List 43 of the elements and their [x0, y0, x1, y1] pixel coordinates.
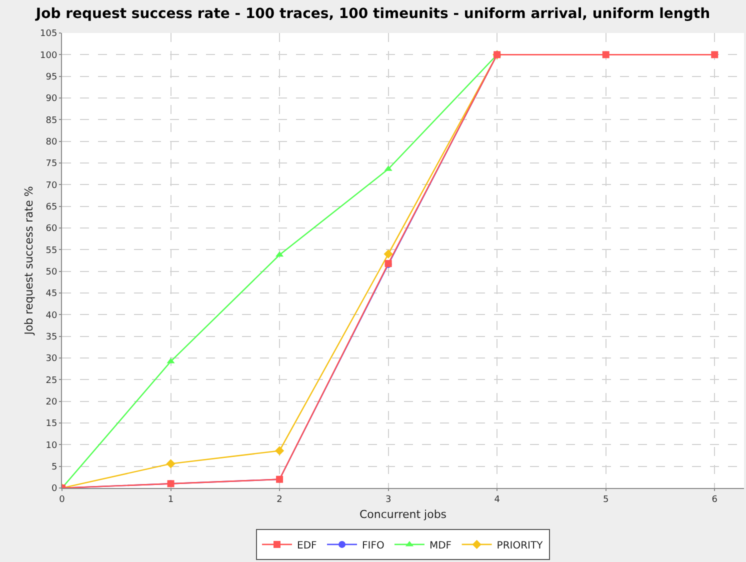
y-tick-label: 20	[46, 397, 58, 408]
point	[166, 358, 175, 364]
y-tick-label: 50	[46, 267, 58, 278]
legend-label: PRIORITY	[496, 540, 544, 552]
y-tick-label: 105	[40, 29, 58, 40]
x-tick-label: 3	[385, 494, 392, 505]
point	[384, 249, 393, 259]
point	[711, 51, 718, 58]
x-tick-label: 2	[276, 494, 282, 505]
y-tick-label: 55	[46, 246, 58, 256]
x-tick-label: 4	[494, 494, 500, 505]
y-tick-label: 100	[40, 50, 58, 61]
y-tick-label: 70	[46, 180, 58, 191]
y-tick-label: 10	[46, 440, 58, 451]
legend-label: EDF	[297, 540, 318, 552]
y-tick-label: 5	[51, 462, 58, 472]
y-tick-label: 0	[51, 484, 58, 494]
y-tick-label: 85	[46, 116, 58, 126]
legend-label: MDF	[429, 540, 452, 552]
chart-title: Job request success rate - 100 traces, 100 timeunits - uniform arrival, uniform length	[34, 6, 710, 22]
point	[602, 51, 610, 58]
point	[274, 446, 284, 456]
y-tick-label: 60	[46, 224, 58, 234]
x-tick-label: 0	[59, 494, 66, 505]
y-tick-label: 40	[46, 310, 58, 321]
y-tick-label: 75	[46, 159, 58, 170]
y-tick-label: 15	[46, 419, 58, 430]
y-tick-label: 30	[46, 354, 58, 364]
y-tick-label: 65	[46, 202, 58, 212]
y-tick-label: 95	[46, 72, 58, 82]
y-tick-label: 35	[46, 332, 58, 342]
y-axis-title: Job request success rate %	[22, 186, 36, 336]
x-tick-label: 5	[602, 494, 609, 505]
y-tick-label: 90	[46, 94, 58, 104]
point	[166, 459, 176, 468]
x-tick-label: 1	[168, 494, 174, 505]
y-tick-label: 45	[46, 289, 58, 300]
y-tick-label: 25	[46, 376, 58, 386]
legend-label: FIFO	[362, 540, 384, 552]
x-axis-title: Concurrent jobs	[359, 508, 447, 521]
x-tick-label: 6	[712, 494, 718, 505]
point	[276, 251, 284, 257]
y-tick-label: 80	[46, 137, 58, 148]
